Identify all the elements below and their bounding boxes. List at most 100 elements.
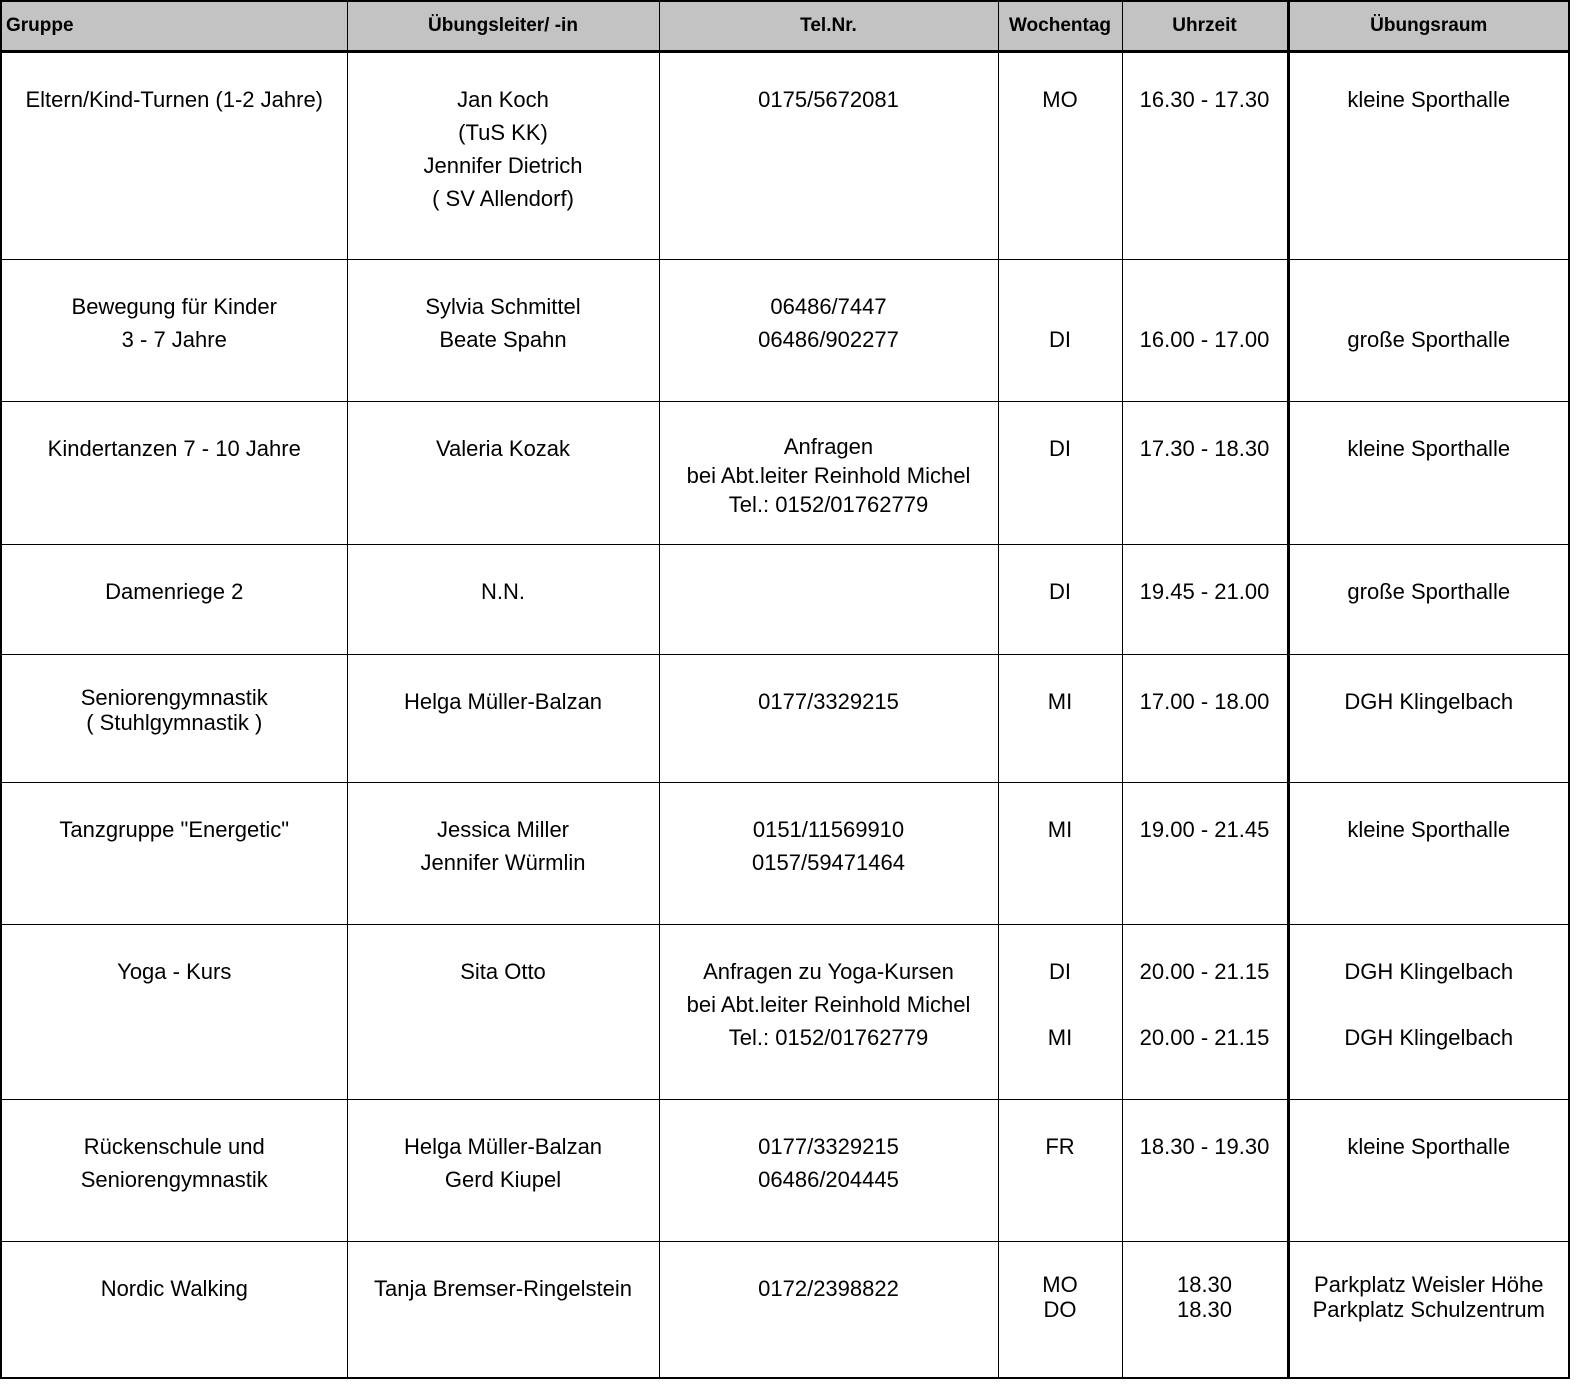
- cell-gruppe: Rückenschule und Seniorengymnastik: [0, 1099, 348, 1242]
- cell-line: (TuS KK): [458, 120, 548, 145]
- cell-line: MI: [1047, 1025, 1073, 1050]
- cell-line: Kindertanzen 7 - 10 Jahre: [47, 436, 301, 461]
- cell-line: 06486/204445: [758, 1167, 899, 1192]
- cell-line: bei Abt.leiter Reinhold Michel: [686, 992, 971, 1017]
- cell-line: DO: [1043, 1297, 1077, 1322]
- cell-uhrzeit: 18.30 18.30: [1121, 1241, 1289, 1378]
- cell-line: 0151/11569910: [752, 817, 905, 842]
- cell-wochentag: FR: [997, 1099, 1123, 1242]
- cell-uebungsleiter: Helga Müller-Balzan Gerd Kiupel: [346, 1099, 660, 1242]
- cell-line: 0177/3329215: [758, 1134, 899, 1159]
- cell-gruppe: Yoga - Kurs: [0, 924, 348, 1100]
- cell-line: Parkplatz Schulzentrum: [1312, 1297, 1545, 1322]
- cell-line: Nordic Walking: [100, 1276, 248, 1301]
- cell-line: Jennifer Dietrich: [423, 153, 583, 178]
- cell-line: [999, 290, 1122, 323]
- cell-line: 18.30 - 19.30: [1139, 1134, 1270, 1159]
- cell-line: DI: [1049, 579, 1071, 604]
- cell-line: [1290, 290, 1569, 323]
- cell-uhrzeit: 17.30 - 18.30: [1121, 401, 1289, 545]
- cell-line: 0172/2398822: [758, 1276, 899, 1301]
- cell-line: 18.30: [1176, 1272, 1233, 1297]
- table-row: Yoga - Kurs Sita Otto Anfragen zu Yoga-Kur…: [0, 924, 1570, 1100]
- cell-line: Damenriege 2: [105, 579, 244, 604]
- cell-telnr: 0177/3329215: [658, 654, 999, 783]
- cell-line: DI: [1049, 436, 1071, 461]
- cell-line: 18.30: [1176, 1297, 1233, 1322]
- cell-line: [1290, 988, 1569, 1021]
- cell-uebungsraum: kleine Sporthalle: [1286, 782, 1570, 925]
- cell-uebungsleiter: Jan Koch (TuS KK) Jennifer Dietrich ( SV Al…: [346, 51, 660, 260]
- cell-line: Anfragen: [783, 434, 874, 459]
- cell-wochentag: MO DO: [997, 1241, 1123, 1378]
- cell-telnr: Anfragen zu Yoga-Kursen bei Abt.leiter Re…: [658, 924, 999, 1100]
- table-row: Kindertanzen 7 - 10 Jahre Valeria Kozak An…: [0, 401, 1570, 545]
- training-schedule-table: Gruppe Übungsleiter/ -in Tel.Nr. Wochent…: [0, 0, 1570, 1379]
- cell-line: Anfragen zu Yoga-Kursen: [703, 959, 954, 984]
- cell-uebungsraum: Parkplatz Weisler Höhe Parkplatz Schulzen…: [1286, 1241, 1570, 1378]
- cell-line: Tanja Bremser-Ringelstein: [374, 1276, 632, 1301]
- cell-wochentag: MO: [997, 51, 1123, 260]
- table-row: Bewegung für Kinder 3 - 7 Jahre Sylvia Sch…: [0, 259, 1570, 402]
- cell-line: Rückenschule und: [83, 1134, 265, 1159]
- table-row: Seniorengymnastik( Stuhlgymnastik ) Helga…: [0, 654, 1570, 783]
- cell-line: Seniorengymnastik: [80, 1167, 268, 1192]
- cell-line: 17.30 - 18.30: [1139, 436, 1270, 461]
- cell-uhrzeit: 18.30 - 19.30: [1121, 1099, 1289, 1242]
- cell-line: DI: [1049, 959, 1071, 984]
- cell-telnr: 0172/2398822: [658, 1241, 999, 1378]
- cell-gruppe: Bewegung für Kinder 3 - 7 Jahre: [0, 259, 348, 402]
- cell-telnr: 0151/11569910 0157/59471464: [658, 782, 999, 925]
- cell-uebungsleiter: Sita Otto: [346, 924, 660, 1100]
- cell-line: Jessica Miller: [436, 817, 570, 842]
- cell-line: [999, 988, 1122, 1021]
- cell-line: N.N.: [481, 579, 525, 604]
- cell-line: Bewegung für Kinder: [71, 294, 277, 319]
- cell-line: Tel.: 0152/01762779: [728, 492, 929, 517]
- cell-uebungsleiter: Valeria Kozak: [346, 401, 660, 545]
- cell-line: 17.00 - 18.00: [1139, 689, 1270, 714]
- cell-line: 20.00 - 21.15: [1139, 1025, 1270, 1050]
- cell-line: [1123, 988, 1287, 1021]
- cell-line: Eltern/Kind-Turnen (1-2 Jahre): [25, 87, 324, 112]
- cell-line: große Sporthalle: [1347, 327, 1511, 352]
- cell-line: 06486/7447: [770, 294, 887, 319]
- cell-line: kleine Sporthalle: [1347, 1134, 1511, 1159]
- cell-uebungsraum: kleine Sporthalle: [1286, 1099, 1570, 1242]
- cell-uebungsraum: große Sporthalle: [1286, 259, 1570, 402]
- cell-line: Beate Spahn: [439, 327, 567, 352]
- cell-line: 20.00 - 21.15: [1139, 959, 1270, 984]
- cell-line: DI: [1049, 327, 1071, 352]
- cell-gruppe: Nordic Walking: [0, 1241, 348, 1378]
- cell-line: 16.30 - 17.30: [1139, 87, 1270, 112]
- table-row: Tanzgruppe "Energetic" Jessica Miller Jenn…: [0, 782, 1570, 925]
- cell-line: Gerd Kiupel: [444, 1167, 562, 1192]
- cell-gruppe: Tanzgruppe "Energetic": [0, 782, 348, 925]
- cell-line: bei Abt.leiter Reinhold Michel: [686, 463, 971, 488]
- cell-wochentag: DI: [997, 544, 1123, 655]
- cell-uebungsleiter: Helga Müller-Balzan: [346, 654, 660, 783]
- table-row: Eltern/Kind-Turnen (1-2 Jahre) Jan Koch (T…: [0, 51, 1570, 260]
- cell-telnr: 0177/3329215 06486/204445: [658, 1099, 999, 1242]
- cell-line: 19.00 - 21.45: [1139, 817, 1270, 842]
- header-wochentag: Wochentag: [997, 0, 1123, 53]
- cell-gruppe: Kindertanzen 7 - 10 Jahre: [0, 401, 348, 545]
- cell-line: FR: [1045, 1134, 1075, 1159]
- cell-uhrzeit: 17.00 - 18.00: [1121, 654, 1289, 783]
- cell-line: 16.00 - 17.00: [1139, 327, 1270, 352]
- table-row: Rückenschule und Seniorengymnastik Helga M…: [0, 1099, 1570, 1242]
- cell-line: Sita Otto: [460, 959, 546, 984]
- cell-uhrzeit: 19.00 - 21.45: [1121, 782, 1289, 925]
- table-row: Nordic Walking Tanja Bremser-Ringelstein 0…: [0, 1241, 1570, 1378]
- cell-uebungsraum: kleine Sporthalle: [1286, 51, 1570, 260]
- table-body: Eltern/Kind-Turnen (1-2 Jahre) Jan Koch (T…: [0, 51, 1570, 1378]
- cell-gruppe: Damenriege 2: [0, 544, 348, 655]
- header-uhrzeit: Uhrzeit: [1121, 0, 1289, 53]
- cell-line: 0175/5672081: [758, 87, 899, 112]
- cell-line: Tanzgruppe "Energetic": [59, 817, 290, 842]
- cell-line: MO: [1042, 87, 1078, 112]
- cell-gruppe: Eltern/Kind-Turnen (1-2 Jahre): [0, 51, 348, 260]
- cell-uebungsraum: große Sporthalle: [1286, 544, 1570, 655]
- cell-wochentag: DI MI: [997, 924, 1123, 1100]
- cell-uhrzeit: 16.00 - 17.00: [1121, 259, 1289, 402]
